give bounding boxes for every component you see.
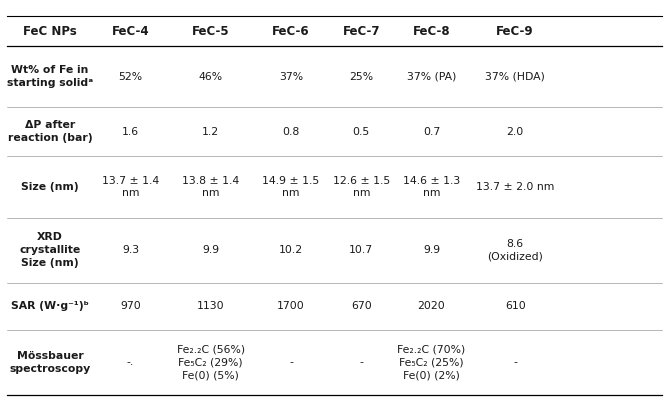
Text: 13.8 ± 1.4
nm: 13.8 ± 1.4 nm (182, 176, 240, 198)
Text: 37% (PA): 37% (PA) (407, 72, 456, 82)
Text: FeC-5: FeC-5 (192, 24, 229, 38)
Text: 37%: 37% (279, 72, 303, 82)
Text: 9.9: 9.9 (423, 245, 440, 255)
Text: FeC-4: FeC-4 (112, 24, 149, 38)
Text: 46%: 46% (199, 72, 223, 82)
Text: ΔP after
reaction (bar): ΔP after reaction (bar) (8, 120, 92, 143)
Text: 25%: 25% (349, 72, 373, 82)
Text: 2.0: 2.0 (506, 127, 524, 137)
Text: 2020: 2020 (417, 301, 446, 311)
Text: FeC-9: FeC-9 (496, 24, 534, 38)
Text: FeC-8: FeC-8 (413, 24, 450, 38)
Text: -.: -. (127, 357, 134, 367)
Text: XRD
crystallite
Size (nm): XRD crystallite Size (nm) (19, 232, 81, 268)
Text: -: - (289, 357, 293, 367)
Text: Fe₂.₂C (70%)
Fe₅C₂ (25%)
Fe(0) (2%): Fe₂.₂C (70%) Fe₅C₂ (25%) Fe(0) (2%) (397, 345, 466, 380)
Text: 610: 610 (504, 301, 526, 311)
Text: 52%: 52% (118, 72, 142, 82)
Text: 1700: 1700 (277, 301, 305, 311)
Text: 10.7: 10.7 (349, 245, 373, 255)
Text: 1.6: 1.6 (122, 127, 139, 137)
Text: 9.9: 9.9 (202, 245, 219, 255)
Text: FeC-7: FeC-7 (343, 24, 380, 38)
Text: -: - (359, 357, 363, 367)
Text: 0.8: 0.8 (282, 127, 300, 137)
Text: 14.9 ± 1.5
nm: 14.9 ± 1.5 nm (262, 176, 320, 198)
Text: 1130: 1130 (197, 301, 225, 311)
Text: -: - (513, 357, 517, 367)
Text: Wt% of Fe in
starting solidᵃ: Wt% of Fe in starting solidᵃ (7, 65, 93, 88)
Text: 10.2: 10.2 (279, 245, 303, 255)
Text: SAR (W·g⁻¹)ᵇ: SAR (W·g⁻¹)ᵇ (11, 301, 89, 311)
Text: 12.6 ± 1.5
nm: 12.6 ± 1.5 nm (332, 176, 390, 198)
Text: Size (nm): Size (nm) (21, 182, 79, 192)
Text: 0.7: 0.7 (423, 127, 440, 137)
Text: FeC-6: FeC-6 (272, 24, 310, 38)
Text: FeC NPs: FeC NPs (23, 24, 77, 38)
Text: 8.6
(Oxidized): 8.6 (Oxidized) (487, 239, 543, 261)
Text: 1.2: 1.2 (202, 127, 219, 137)
Text: Mössbauer
spectroscopy: Mössbauer spectroscopy (9, 351, 91, 374)
Text: 670: 670 (351, 301, 372, 311)
Text: 970: 970 (120, 301, 141, 311)
Text: 13.7 ± 1.4
nm: 13.7 ± 1.4 nm (102, 176, 159, 198)
Text: 9.3: 9.3 (122, 245, 139, 255)
Text: 0.5: 0.5 (353, 127, 370, 137)
Text: 14.6 ± 1.3
nm: 14.6 ± 1.3 nm (403, 176, 460, 198)
Text: Fe₂.₂C (56%)
Fe₅C₂ (29%)
Fe(0) (5%): Fe₂.₂C (56%) Fe₅C₂ (29%) Fe(0) (5%) (177, 345, 245, 380)
Text: 13.7 ± 2.0 nm: 13.7 ± 2.0 nm (476, 182, 555, 192)
Text: 37% (HDA): 37% (HDA) (485, 72, 545, 82)
